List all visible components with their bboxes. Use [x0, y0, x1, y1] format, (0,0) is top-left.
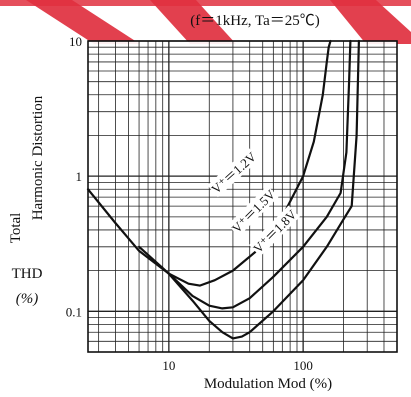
plot-area: [88, 41, 397, 352]
watermark-stripe: [150, 0, 236, 44]
y-axis-label-harmonic-distortion: Harmonic Distortion: [30, 95, 46, 220]
tick-layer: 10 100 10 1 0.1: [66, 34, 313, 373]
grid-layer: [87, 40, 398, 353]
series-line: [86, 39, 332, 287]
text-layer: (f＝1kHz, Ta＝25℃) Total Harmonic Distorti…: [8, 13, 332, 392]
series-label-background: [227, 185, 279, 237]
series-label-background: [207, 147, 260, 198]
y-tick-label: 10: [69, 34, 82, 49]
watermark-band: [0, 0, 411, 6]
x-axis-label: Modulation Mod (%): [204, 376, 332, 392]
plot-frame: [87, 40, 398, 353]
y-axis-label-total: Total: [8, 213, 24, 244]
y-tick-label: 0.1: [66, 304, 82, 319]
series-line: [138, 39, 352, 310]
x-tick-label: 100: [293, 358, 313, 373]
series-line: [167, 39, 360, 340]
watermark-stripe: [330, 0, 411, 44]
y-axis-label-thd: THD: [12, 266, 43, 282]
watermark-stripe: [26, 0, 140, 44]
y-tick-label: 1: [76, 169, 83, 184]
background-layer: [0, 0, 411, 44]
series-label-background: [249, 205, 300, 257]
x-tick-label: 10: [162, 358, 175, 373]
y-axis-label-unit: (%): [16, 291, 39, 307]
chart-subtitle: (f＝1kHz, Ta＝25℃): [190, 13, 319, 29]
watermark-banner: [0, 0, 411, 44]
